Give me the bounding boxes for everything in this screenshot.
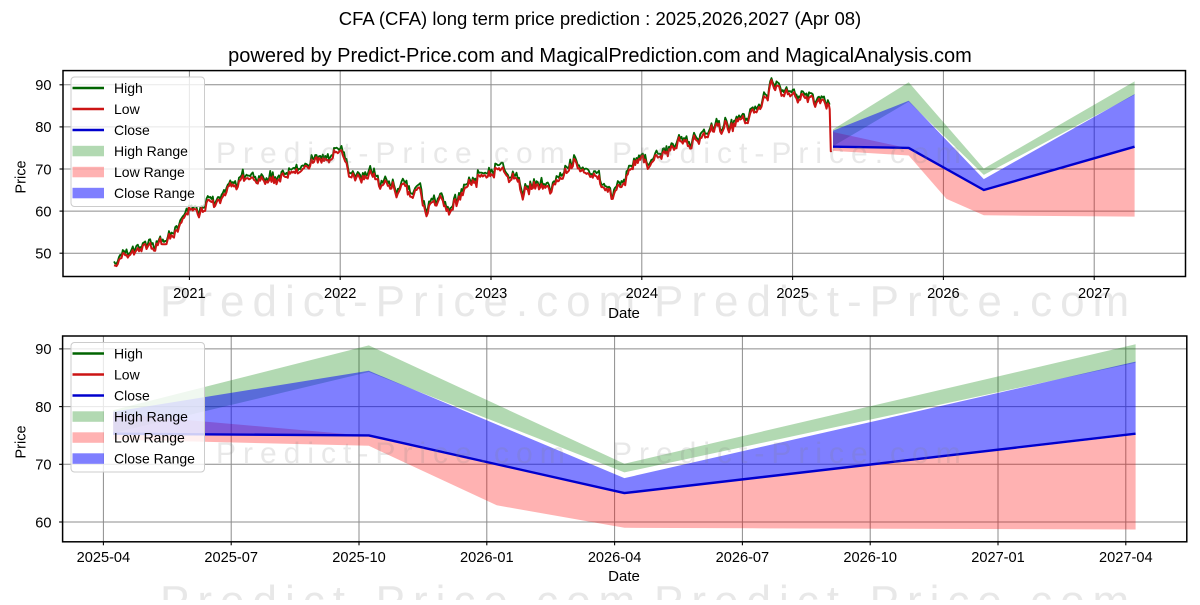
svg-text:High Range: High Range [114,409,188,425]
svg-text:High: High [114,346,143,362]
svg-text:Low: Low [114,101,141,117]
svg-text:Predict-Price.com: Predict-Price.com [654,577,1137,600]
svg-text:Close Range: Close Range [114,185,195,201]
svg-text:Predict-Price.com: Predict-Price.com [216,137,572,170]
svg-text:Price: Price [14,160,30,193]
svg-text:Date: Date [608,568,640,585]
svg-text:2024: 2024 [626,286,658,302]
svg-text:Low Range: Low Range [114,164,185,180]
svg-text:2025-04: 2025-04 [77,550,131,566]
svg-text:2025-07: 2025-07 [204,550,258,566]
svg-text:2026-10: 2026-10 [843,550,897,566]
svg-text:Low: Low [114,367,141,383]
svg-text:High Range: High Range [114,143,188,159]
svg-text:50: 50 [35,247,51,263]
svg-text:2026-04: 2026-04 [588,550,642,566]
svg-text:2026-01: 2026-01 [460,550,514,566]
svg-text:CFA (CFA) long term price pred: CFA (CFA) long term price prediction : 2… [339,8,861,29]
svg-text:60: 60 [35,515,51,531]
svg-text:Predict-Price.com: Predict-Price.com [160,277,643,326]
svg-text:Close: Close [114,122,150,138]
svg-text:Predict-Price.com: Predict-Price.com [160,577,643,600]
svg-text:2026: 2026 [927,286,959,302]
svg-text:60: 60 [35,204,51,220]
svg-text:2025: 2025 [776,286,808,302]
svg-text:2022: 2022 [324,286,356,302]
svg-text:90: 90 [35,342,51,358]
svg-text:Predict-Price.com: Predict-Price.com [216,437,572,470]
svg-text:Date: Date [608,305,640,322]
svg-text:2027: 2027 [1078,286,1110,302]
svg-text:Close Range: Close Range [114,451,195,467]
svg-text:2027-01: 2027-01 [971,550,1025,566]
svg-text:Predict-Price.com: Predict-Price.com [654,277,1137,326]
svg-text:2026-07: 2026-07 [716,550,770,566]
svg-text:2027-04: 2027-04 [1099,550,1153,566]
svg-text:2023: 2023 [475,286,507,302]
svg-text:2021: 2021 [173,286,205,302]
svg-text:Close: Close [114,388,150,404]
svg-text:90: 90 [35,78,51,94]
svg-text:70: 70 [35,162,51,178]
svg-text:2025-10: 2025-10 [332,550,386,566]
svg-text:powered by Predict-Price.com a: powered by Predict-Price.com and Magical… [228,45,972,67]
svg-text:Predict-Price.com: Predict-Price.com [612,137,968,170]
svg-text:High: High [114,80,143,96]
svg-text:80: 80 [35,120,51,136]
svg-text:Low Range: Low Range [114,430,185,446]
svg-text:Predict-Price.com: Predict-Price.com [612,437,968,470]
svg-text:80: 80 [35,400,51,416]
svg-text:70: 70 [35,458,51,474]
svg-text:Price: Price [14,425,30,458]
